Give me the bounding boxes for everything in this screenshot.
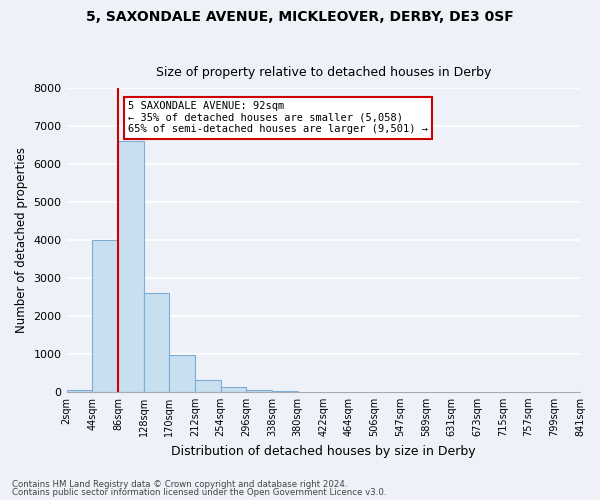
Bar — [221, 387, 246, 392]
Text: 5 SAXONDALE AVENUE: 92sqm
← 35% of detached houses are smaller (5,058)
65% of se: 5 SAXONDALE AVENUE: 92sqm ← 35% of detac… — [128, 102, 428, 134]
Bar — [118, 141, 143, 392]
Title: Size of property relative to detached houses in Derby: Size of property relative to detached ho… — [155, 66, 491, 80]
X-axis label: Distribution of detached houses by size in Derby: Distribution of detached houses by size … — [171, 444, 476, 458]
Bar — [67, 390, 92, 392]
Bar — [272, 391, 298, 392]
Bar — [246, 390, 272, 392]
Bar — [92, 240, 118, 392]
Text: Contains public sector information licensed under the Open Government Licence v3: Contains public sector information licen… — [12, 488, 386, 497]
Bar — [169, 356, 195, 392]
Y-axis label: Number of detached properties: Number of detached properties — [15, 146, 28, 332]
Bar — [195, 380, 221, 392]
Bar — [143, 293, 169, 392]
Text: 5, SAXONDALE AVENUE, MICKLEOVER, DERBY, DE3 0SF: 5, SAXONDALE AVENUE, MICKLEOVER, DERBY, … — [86, 10, 514, 24]
Text: Contains HM Land Registry data © Crown copyright and database right 2024.: Contains HM Land Registry data © Crown c… — [12, 480, 347, 489]
